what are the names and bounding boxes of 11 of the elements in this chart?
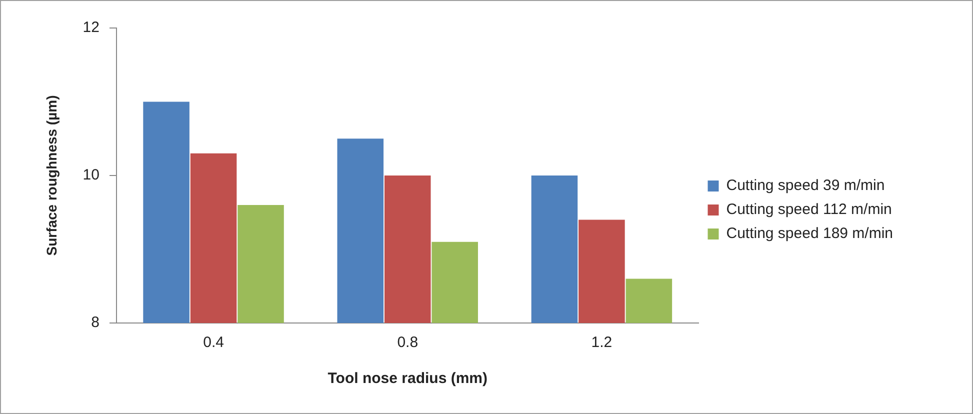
x-tick-label: 0.8 — [397, 334, 418, 352]
x-tick-label: 0.4 — [203, 334, 224, 352]
legend-label: Cutting speed 112 m/min — [726, 201, 892, 218]
y-tick-label: 12 — [82, 19, 100, 36]
y-axis-title: Surface roughness (µm) — [43, 95, 60, 256]
legend-label: Cutting speed 189 m/min — [726, 225, 894, 242]
y-tick-label: 8 — [91, 314, 100, 332]
x-axis-title: Tool nose radius (mm) — [328, 370, 488, 388]
x-tick-label: 1.2 — [591, 334, 612, 352]
legend-label: Cutting speed 39 m/min — [726, 177, 885, 194]
y-tick-label: 10 — [82, 166, 100, 184]
